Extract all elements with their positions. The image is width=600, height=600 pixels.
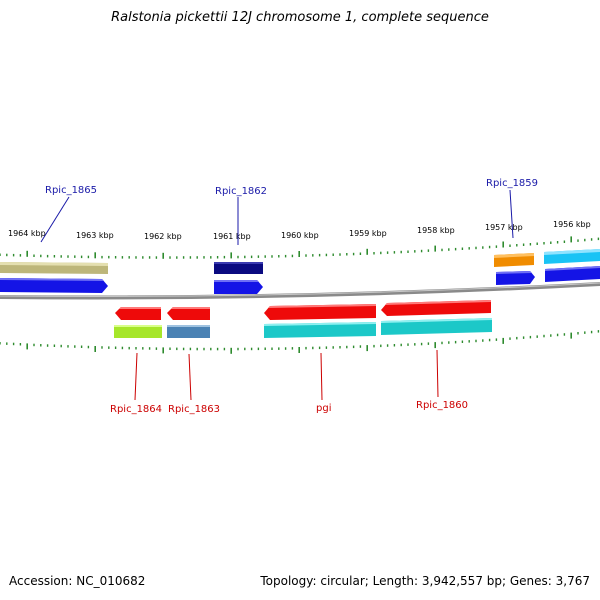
gene-tan-block[interactable] [0, 262, 108, 274]
gene-blue-block-right[interactable] [545, 266, 600, 282]
accession-text: Accession: NC_010682 [9, 574, 146, 588]
scale-label: 1958 kbp [417, 226, 455, 235]
forward-strand-genes [0, 249, 600, 294]
chromosome-backbone [0, 282, 600, 300]
gene-labels-bottom: Rpic_1864 Rpic_1863 pgi Rpic_1860 [110, 349, 468, 415]
map-title: Ralstonia pickettii 12J chromosome 1, co… [111, 10, 489, 25]
leader-line [509, 189, 514, 239]
gene-label-pgi: pgi [316, 403, 331, 414]
scale-label: 1962 kbp [144, 232, 182, 241]
scale-label: 1959 kbp [349, 229, 387, 238]
top-tick-marks [0, 236, 600, 259]
gene-cyan-block-right[interactable] [381, 318, 492, 335]
leader-line [188, 353, 192, 401]
scale-label: 1960 kbp [281, 231, 319, 240]
bottom-tick-marks [0, 330, 600, 354]
leader-line [40, 196, 70, 243]
scale-label: 1956 kbp [553, 220, 591, 229]
gene-lightblue-block[interactable] [544, 249, 600, 264]
gene-rpic-1860[interactable] [381, 300, 491, 316]
gene-navy-block[interactable] [214, 262, 263, 274]
gene-cyan-block-left[interactable] [264, 322, 376, 338]
gene-rpic-1862[interactable] [214, 280, 263, 294]
gene-rpic-1864[interactable] [115, 307, 161, 320]
gene-label-rpic-1860: Rpic_1860 [416, 400, 468, 411]
leader-line [134, 352, 138, 401]
gene-label-rpic-1865: Rpic_1865 [45, 185, 97, 196]
scale-label: 1961 kbp [213, 232, 251, 241]
leader-line [320, 352, 323, 401]
gene-orange-block[interactable] [494, 253, 534, 267]
scale-labels: 1964 kbp 1963 kbp 1962 kbp 1961 kbp 1960… [8, 220, 591, 241]
gene-label-rpic-1862: Rpic_1862 [215, 186, 267, 197]
gene-steel-block[interactable] [167, 325, 210, 338]
leader-line [436, 349, 439, 398]
topology-text: Topology: circular; Length: 3,942,557 bp… [260, 574, 590, 588]
gene-lime-block[interactable] [114, 325, 162, 338]
gene-label-rpic-1863: Rpic_1863 [168, 404, 220, 415]
scale-label: 1963 kbp [76, 231, 114, 240]
gene-label-rpic-1864: Rpic_1864 [110, 404, 162, 415]
reverse-strand-genes[interactable] [114, 300, 492, 338]
gene-rpic-1865[interactable] [0, 278, 108, 293]
gene-rpic-1859[interactable] [496, 271, 535, 285]
scale-label: 1957 kbp [485, 223, 523, 232]
scale-label: 1964 kbp [8, 229, 46, 238]
gene-pgi[interactable] [264, 304, 376, 320]
gene-labels-top: Rpic_1865 Rpic_1862 Rpic_1859 [40, 178, 538, 245]
gene-label-rpic-1859: Rpic_1859 [486, 178, 538, 189]
gene-rpic-1863[interactable] [167, 307, 210, 320]
